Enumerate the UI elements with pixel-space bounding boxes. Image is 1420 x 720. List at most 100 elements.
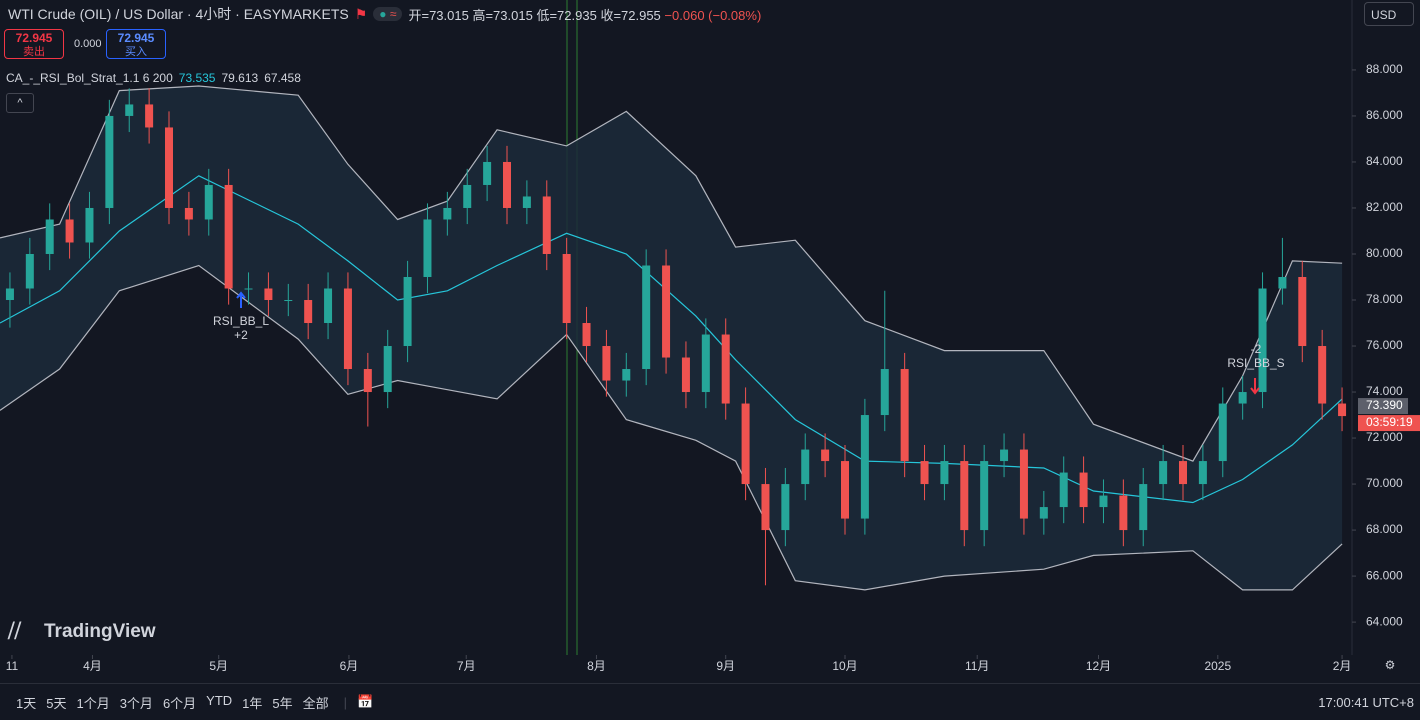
range-button[interactable]: 1年: [242, 695, 263, 711]
annotation: +2: [234, 328, 248, 342]
y-tick-label: 68.000: [1366, 522, 1403, 536]
candle-body: [343, 288, 352, 370]
candle-body: [960, 461, 969, 531]
candle-body: [880, 369, 889, 416]
candle-body: [503, 161, 511, 208]
candle-body: [542, 196, 551, 254]
flag[interactable]: ⚑: [354, 5, 368, 22]
sell-button[interactable]: 72.945 卖出: [4, 29, 64, 59]
candle-body: [920, 461, 929, 485]
range-button[interactable]: 1天: [16, 695, 37, 711]
candle-body: [403, 277, 412, 347]
candle-body: [1218, 403, 1227, 462]
range-button[interactable]: 5年: [272, 695, 293, 711]
currency[interactable]: USD: [1364, 2, 1414, 26]
candle-body: [1278, 277, 1287, 289]
range-button[interactable]: 6个月: [162, 695, 197, 711]
candle-body: [801, 449, 810, 485]
range-button[interactable]: YTD: [206, 692, 233, 708]
candle-body: [145, 104, 154, 128]
sell-price: 72.945: [15, 31, 53, 45]
candle-body: [105, 115, 114, 208]
change: −0.060 (−0.08%): [664, 7, 762, 23]
candle-body: [1079, 472, 1088, 508]
brand: TradingView: [44, 621, 156, 642]
candle-body: [1179, 461, 1187, 485]
candle-body: [1099, 495, 1108, 508]
separator: |: [343, 694, 348, 710]
clock[interactable]: 17:00:41 UTC+8: [1318, 694, 1414, 710]
candle-body: [1139, 484, 1148, 531]
price-label-bg: [1358, 398, 1408, 415]
countdown: 03:59:19: [1366, 415, 1413, 429]
y-tick-label: 88.000: [1366, 62, 1403, 76]
brand-logo: ⧸⧸: [7, 621, 21, 642]
indicator-value: 79.613: [221, 71, 259, 85]
candle-body: [125, 104, 134, 116]
candle-body: [324, 288, 333, 324]
y-tick-label: 64.000: [1366, 614, 1403, 628]
candle-body: [443, 207, 452, 220]
candle-body: [940, 461, 949, 485]
countdown-bg: [1358, 415, 1420, 432]
range-button[interactable]: 全部: [302, 695, 329, 711]
x-tick-label: 5月: [209, 659, 228, 673]
y-tick-label: 84.000: [1366, 154, 1403, 168]
candle-body: [602, 346, 611, 381]
indicator-value: 73.535: [178, 71, 216, 85]
range-button[interactable]: 3个月: [119, 695, 153, 711]
candle-body: [761, 484, 770, 531]
y-tick-label: 80.000: [1366, 246, 1403, 260]
candle-body: [701, 334, 710, 393]
candle-body: [821, 449, 830, 462]
candle-body: [662, 265, 671, 358]
candle-body: [1258, 288, 1267, 393]
date-range-icon[interactable]: 📅: [357, 694, 374, 709]
candle-body: [1019, 449, 1028, 519]
candle-body: [721, 334, 730, 404]
y-tick-label: 72.000: [1366, 430, 1403, 444]
candle-body: [284, 300, 293, 302]
candle-body: [980, 461, 989, 531]
x-tick-label: 2025: [1204, 659, 1231, 673]
annotation: -2: [1251, 342, 1262, 356]
close: 收=72.955: [600, 7, 661, 23]
candle-body: [562, 253, 571, 324]
y-tick-label: 74.000: [1366, 384, 1403, 398]
symbol[interactable]: WTI Crude (OIL) / US Dollar · 4小时 · EASY…: [8, 6, 349, 22]
band-upper: [0, 85, 1343, 462]
candle-body: [522, 196, 531, 208]
candle-body: [165, 127, 173, 208]
candle-body: [65, 219, 74, 243]
candle-body: [463, 184, 472, 208]
indicator-name[interactable]: CA_-_RSI_Bol_Strat_1.1 6 200: [6, 71, 173, 85]
candle-body: [781, 484, 790, 531]
candle-body: [224, 184, 233, 289]
indicator-value: 67.458: [264, 71, 301, 85]
candle-body: [1039, 507, 1048, 519]
status[interactable]: ● ≈: [373, 7, 403, 21]
x-tick-label: 12月: [1086, 659, 1111, 673]
candle-body: [860, 415, 869, 519]
candle-body: [741, 403, 750, 485]
low: 低=72.935: [536, 7, 597, 23]
candle-body: [1318, 346, 1327, 404]
header: WTI Crude (OIL) / US Dollar · 4小时 · EASY…: [8, 4, 761, 24]
x-tick-label: 4月: [83, 659, 102, 673]
y-tick-label: 70.000: [1366, 476, 1403, 490]
range-button[interactable]: 1个月: [76, 695, 110, 711]
candle-body: [304, 300, 313, 324]
x-tick-label: 7月: [457, 659, 476, 673]
buy-button[interactable]: 72.945 买入: [106, 29, 166, 59]
ohlc: 开=73.015 高=73.015 低=72.935 收=72.955 −0.0…: [408, 5, 761, 24]
sell-arrow: [1250, 378, 1260, 395]
candle-body: [5, 288, 14, 301]
y-tick-label: 86.000: [1366, 108, 1403, 122]
collapse-button[interactable]: ^: [6, 93, 34, 113]
candle-body: [1000, 449, 1009, 462]
range-button[interactable]: 5天: [46, 695, 67, 711]
candle-body: [1059, 472, 1068, 508]
chart: RSI_BB_L +2 -2 RSI_BB_S ⚙ ⧸⧸ TradingView…: [0, 0, 1420, 673]
settings-icon[interactable]: ⚙: [1385, 658, 1396, 672]
band-fill: [0, 86, 1343, 590]
